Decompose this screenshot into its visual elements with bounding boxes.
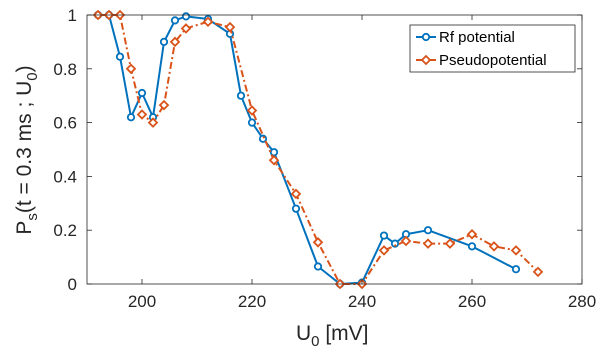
legend-marker-pseudopotential [420,54,432,66]
x-axis-label-subscript: 0 [311,333,319,349]
y-tick-label: 0.2 [53,221,77,240]
data-point-rf-potential [291,204,301,213]
data-point-pseudopotential [290,188,302,200]
data-point-pseudopotential [312,237,324,248]
y-tick-label: 0.6 [53,114,77,133]
data-point-pseudopotential [422,238,434,249]
data-point-rf-potential [247,118,257,127]
axes-layer [86,14,583,285]
data-point-pseudopotential [532,266,544,278]
data-point-rf-potential [137,88,147,98]
y-tick-label: 0.4 [53,167,77,186]
x-axis-label-main: U [296,322,311,345]
series-layer [92,9,544,290]
data-point-rf-potential [511,265,521,274]
data-point-pseudopotential [246,105,258,116]
plot-frame [86,14,583,285]
data-point-rf-potential [313,262,323,271]
x-axis-label: U0 [mV] [296,322,369,349]
y-tick-label: 0 [68,275,77,294]
data-point-rf-potential [115,52,125,61]
data-point-rf-potential [269,148,279,157]
data-point-pseudopotential [180,23,192,34]
legend-box [409,24,576,73]
x-tick-label: 260 [458,292,486,311]
data-point-rf-potential [236,91,246,100]
data-point-rf-potential [423,226,433,235]
data-point-pseudopotential [136,109,148,120]
data-point-pseudopotential [125,63,137,75]
data-point-pseudopotential [158,99,170,111]
data-point-pseudopotential [400,235,412,247]
x-tick-label: 220 [238,292,266,311]
data-point-pseudopotential [488,241,500,252]
data-point-rf-potential [170,16,180,25]
data-point-pseudopotential [444,238,456,249]
data-point-rf-potential [181,12,191,21]
legend-label-rf-potential: Rf potential [439,29,515,46]
y-tick-label: 1 [68,6,77,25]
data-point-rf-potential [379,231,389,240]
data-point-rf-potential [126,113,136,122]
data-point-pseudopotential [466,228,478,240]
x-tick-label: 200 [128,292,156,311]
series-pseudopotential [92,9,544,290]
data-point-rf-potential [159,37,169,47]
y-tick-label: 0.8 [53,60,77,79]
y-axis-label-main: P [13,221,36,235]
legend: Rf potential Pseudopotential [409,24,576,73]
y-axis-label-rest-subscript: 0 [24,72,41,80]
data-point-pseudopotential [510,245,522,256]
data-point-rf-potential [467,242,477,251]
data-point-rf-potential [258,134,268,143]
data-point-pseudopotential [147,117,159,128]
legend-label-pseudopotential: Pseudopotential [439,52,547,69]
x-axis-label-unit: [mV] [320,322,369,345]
data-point-pseudopotential [268,154,280,166]
data-point-rf-potential [390,239,400,248]
y-axis-label-rest: (t = 0.3 ms ; U [13,81,36,213]
x-tick-label: 280 [568,292,596,311]
y-axis-label-rest-close: ) [13,65,36,72]
legend-marker-rf-potential [421,32,431,42]
data-point-pseudopotential [224,21,236,33]
legend-item-pseudopotential: Pseudopotential [416,52,547,69]
ticks-layer: 200 220 240 260 280 0 0.2 0.4 0.6 0.8 1 [53,6,596,311]
y-axis-label-subscript: s [24,213,41,221]
data-point-pseudopotential [169,36,181,48]
legend-item-rf-potential: Rf potential [416,29,515,46]
x-tick-label: 240 [348,292,376,311]
y-axis-label: Ps(t = 0.3 ms ; U0) [13,65,41,234]
data-point-pseudopotential [378,245,390,256]
data-point-pseudopotential [202,16,214,27]
